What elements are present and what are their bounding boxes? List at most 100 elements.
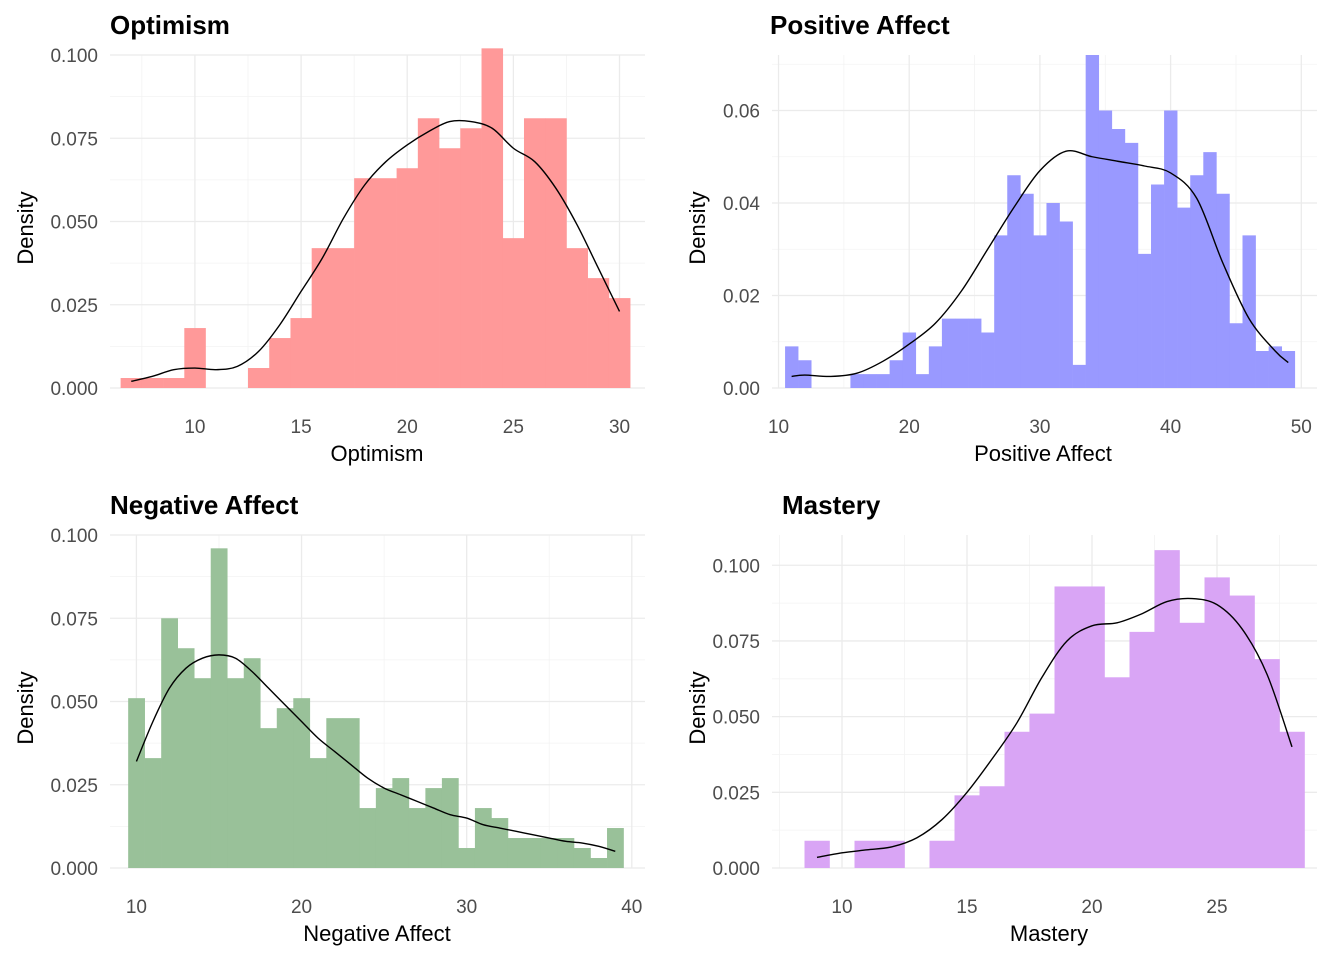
histogram-bar [502,238,525,388]
histogram-bar [194,678,212,868]
histogram-bar [1054,586,1080,868]
histogram-bar [141,378,164,388]
histogram-bar [1203,152,1217,388]
histogram-bar [608,298,631,388]
x-tick-label: 20 [1081,897,1102,918]
histogram-bar [1254,659,1280,868]
x-tick-label: 25 [1206,897,1227,918]
histogram-bar [507,838,525,868]
histogram-bar [1029,713,1055,868]
x-tick-label: 20 [291,897,312,918]
histogram-bar [1255,351,1269,388]
histogram-bar [1098,110,1113,388]
y-tick-label: 0.000 [50,859,98,880]
x-tick-label: 50 [1291,417,1312,438]
histogram-bar [481,48,504,389]
y-tick-label: 0.04 [723,194,760,215]
x-axis-title: Optimism [331,441,424,466]
y-axis-title: Density [13,671,38,744]
histogram-bar [607,828,624,868]
histogram-bar [311,248,334,388]
histogram-bar [458,848,476,868]
y-tick-label: 0.02 [723,287,760,308]
histogram-bar [1085,55,1100,388]
density-curve [135,654,616,853]
y-tick-label: 0.025 [712,783,760,804]
histogram-bar [441,778,459,868]
histogram-bar [879,840,905,868]
y-tick-label: 0.050 [712,708,760,729]
x-tick-label: 10 [831,897,852,918]
histogram-bar [929,840,955,868]
histogram-bar [460,128,482,388]
histogram-bar [491,818,509,868]
histogram-bar [1059,221,1073,388]
histogram-bar [1229,595,1255,868]
histogram-bars [120,48,631,389]
y-tick-label: 0.075 [50,609,98,630]
y-tick-label: 0.00 [723,379,760,400]
histogram-bar [1281,351,1296,388]
histogram-bar [587,278,610,388]
histogram-bars [128,548,624,868]
histogram-bar [290,318,312,388]
histogram-bar [1229,323,1243,388]
histogram-bar [1242,235,1256,388]
y-tick-label: 0.075 [50,129,98,150]
plot-area: 10 15 20 25 0.000 0.025 0.050 0.075 0.100 [712,535,1317,918]
y-tick-label: 0.025 [50,776,98,797]
histogram-bar [590,858,608,868]
histogram-bar [524,838,542,868]
x-tick-label: 15 [956,897,977,918]
histogram-bar [994,235,1008,388]
histogram-bar [1046,203,1060,388]
density-curve [131,119,621,383]
histogram-bar [1179,622,1205,868]
histogram-bar [359,808,377,868]
histogram-bar [144,758,162,868]
x-axis-title: Mastery [1010,921,1088,946]
histogram-bar [120,378,143,388]
histogram-bar [785,346,799,388]
x-tick-label: 15 [291,417,312,438]
density-curve [816,597,1293,859]
y-axis-title: Density [685,671,710,744]
histogram-bar [1124,142,1139,388]
histogram-bar [332,248,355,388]
histogram-bar [523,118,546,389]
histogram-bar [1151,184,1165,388]
density-curve [791,150,1289,378]
chart-title: Optimism [110,10,230,40]
x-tick-label: 10 [184,417,205,438]
y-tick-label: 0.100 [712,556,760,577]
y-tick-label: 0.025 [50,296,98,317]
histogram-bar [408,808,426,868]
y-tick-label: 0.100 [50,526,98,547]
histogram-bar [1007,175,1021,388]
chart-title: Negative Affect [110,490,299,520]
histogram-bar [1190,175,1204,388]
histogram-bar [1111,129,1126,388]
histogram-bar [1204,577,1230,868]
histogram-bar [1177,207,1191,388]
histogram-bar [161,618,179,868]
histogram-bar [981,332,995,388]
histogram-bar [1164,110,1178,388]
plot-area: 10 15 20 25 30 0.000 0.025 0.050 0.075 0.100 [50,46,645,438]
histogram-bar [439,148,461,388]
histogram-bar [243,658,261,868]
histogram-bar [876,374,890,388]
y-tick-label: 0.000 [50,379,98,400]
histogram-bar [1129,631,1155,868]
histogram-bar [889,360,903,388]
histogram-bar [309,758,327,868]
histogram-bar [474,808,492,868]
histogram-bar [247,368,270,388]
panel-optimism: Optimism Density Optimism 10 15 20 25 30 0.00… [13,10,645,466]
histogram-bar [342,718,360,868]
histogram-bar [1154,550,1180,868]
histogram-bar [928,346,943,388]
histogram-bar [396,168,419,388]
x-tick-label: 10 [126,897,147,918]
histogram-bar [545,118,567,389]
